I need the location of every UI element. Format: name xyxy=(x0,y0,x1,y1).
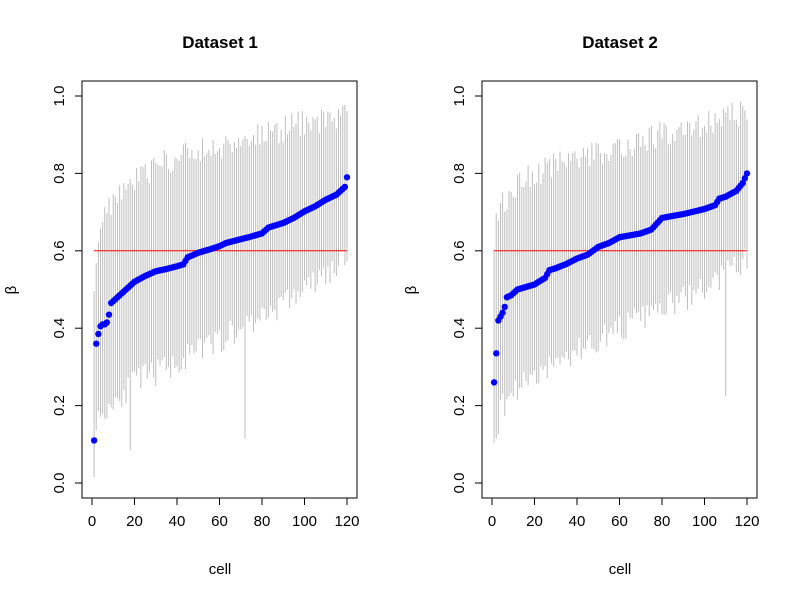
y-tick-label: 0.8 xyxy=(451,163,468,184)
data-point xyxy=(743,170,751,177)
data-point xyxy=(341,183,349,191)
x-tick-label: 100 xyxy=(292,513,317,530)
x-tick-label: 40 xyxy=(169,513,186,530)
x-axis-label: cell xyxy=(609,561,632,578)
x-tick-label: 80 xyxy=(254,513,271,530)
data-point xyxy=(741,175,749,182)
x-tick-label: 20 xyxy=(526,513,543,530)
x-tick-label: 60 xyxy=(211,513,228,530)
x-tick-label: 60 xyxy=(611,513,628,530)
x-tick-label: 0 xyxy=(88,513,96,530)
data-point xyxy=(90,437,98,444)
data-point xyxy=(95,330,102,338)
panel-dataset-1: Dataset 1 cell β 0 20 40 60 80 100 120 0.00.20… xyxy=(3,33,360,578)
y-tick-label: 0.0 xyxy=(51,473,68,494)
x-tick-label: 20 xyxy=(126,513,143,530)
y-tick-label: 0.4 xyxy=(451,318,468,339)
y-tick-label: 0.0 xyxy=(451,473,468,494)
y-axis-label: β xyxy=(403,285,420,294)
x-tick-label: 100 xyxy=(692,513,717,530)
chart-title: Dataset 1 xyxy=(182,33,258,52)
y-tick-label: 0.6 xyxy=(51,240,68,261)
x-tick-label: 120 xyxy=(334,513,359,530)
data-point xyxy=(501,303,508,311)
x-tick-label: 80 xyxy=(654,513,671,530)
data-point xyxy=(499,309,506,316)
y-axis-label: β xyxy=(3,285,20,294)
plot-marks xyxy=(490,101,751,443)
y-axis: 0.0 0.2 0.4 0.6 0.8 1.0 xyxy=(451,86,483,494)
x-axis-label: cell xyxy=(209,561,232,578)
data-point xyxy=(739,179,746,187)
plot-marks xyxy=(90,104,351,478)
x-tick-label: 120 xyxy=(734,513,759,530)
x-tick-label: 0 xyxy=(488,513,496,530)
chart-title: Dataset 2 xyxy=(582,33,658,52)
y-axis: 0.0 0.2 0.4 0.6 0.8 1.0 xyxy=(51,86,83,494)
y-tick-label: 0.6 xyxy=(451,240,468,261)
x-axis: 0 20 40 60 80 100 120 xyxy=(488,497,760,530)
y-tick-label: 0.2 xyxy=(51,395,68,416)
data-point xyxy=(93,340,100,347)
data-point xyxy=(105,311,113,318)
data-point xyxy=(490,379,498,386)
data-point xyxy=(343,174,351,181)
panel-dataset-2: Dataset 2 cell β 0 20 40 60 80 100 120 0.00.20… xyxy=(403,33,760,578)
x-axis: 0 20 40 60 80 100 120 xyxy=(88,497,360,530)
y-tick-label: 0.2 xyxy=(451,395,468,416)
y-tick-label: 1.0 xyxy=(51,86,68,107)
x-tick-label: 40 xyxy=(569,513,586,530)
y-tick-label: 0.8 xyxy=(51,163,68,184)
y-tick-label: 1.0 xyxy=(451,86,468,107)
y-tick-label: 0.4 xyxy=(51,318,68,339)
data-point xyxy=(103,319,111,326)
data-point xyxy=(493,350,500,357)
